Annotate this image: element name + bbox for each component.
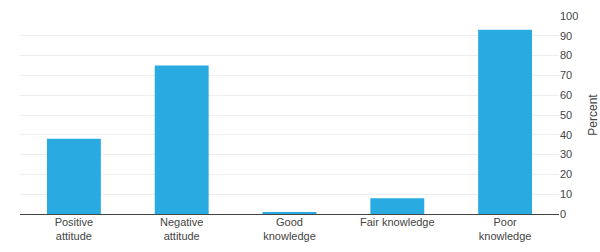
svg-text:10: 10	[560, 188, 572, 200]
svg-text:Negativeattitude: Negativeattitude	[160, 216, 203, 242]
svg-text:60: 60	[560, 89, 572, 101]
svg-text:100: 100	[560, 10, 578, 22]
svg-text:30: 30	[560, 148, 572, 160]
svg-text:40: 40	[560, 129, 572, 141]
svg-text:Fair knowledge: Fair knowledge	[360, 216, 435, 228]
svg-text:Poorknowledge: Poorknowledge	[479, 216, 532, 242]
svg-text:50: 50	[560, 109, 572, 121]
svg-text:80: 80	[560, 49, 572, 61]
svg-text:20: 20	[560, 168, 572, 180]
svg-text:70: 70	[560, 69, 572, 81]
svg-text:Percent: Percent	[586, 94, 600, 136]
svg-text:90: 90	[560, 30, 572, 42]
svg-text:0: 0	[560, 208, 566, 220]
svg-text:Positiveattitude: Positiveattitude	[55, 216, 94, 242]
svg-text:Goodknowledge: Goodknowledge	[263, 216, 316, 242]
